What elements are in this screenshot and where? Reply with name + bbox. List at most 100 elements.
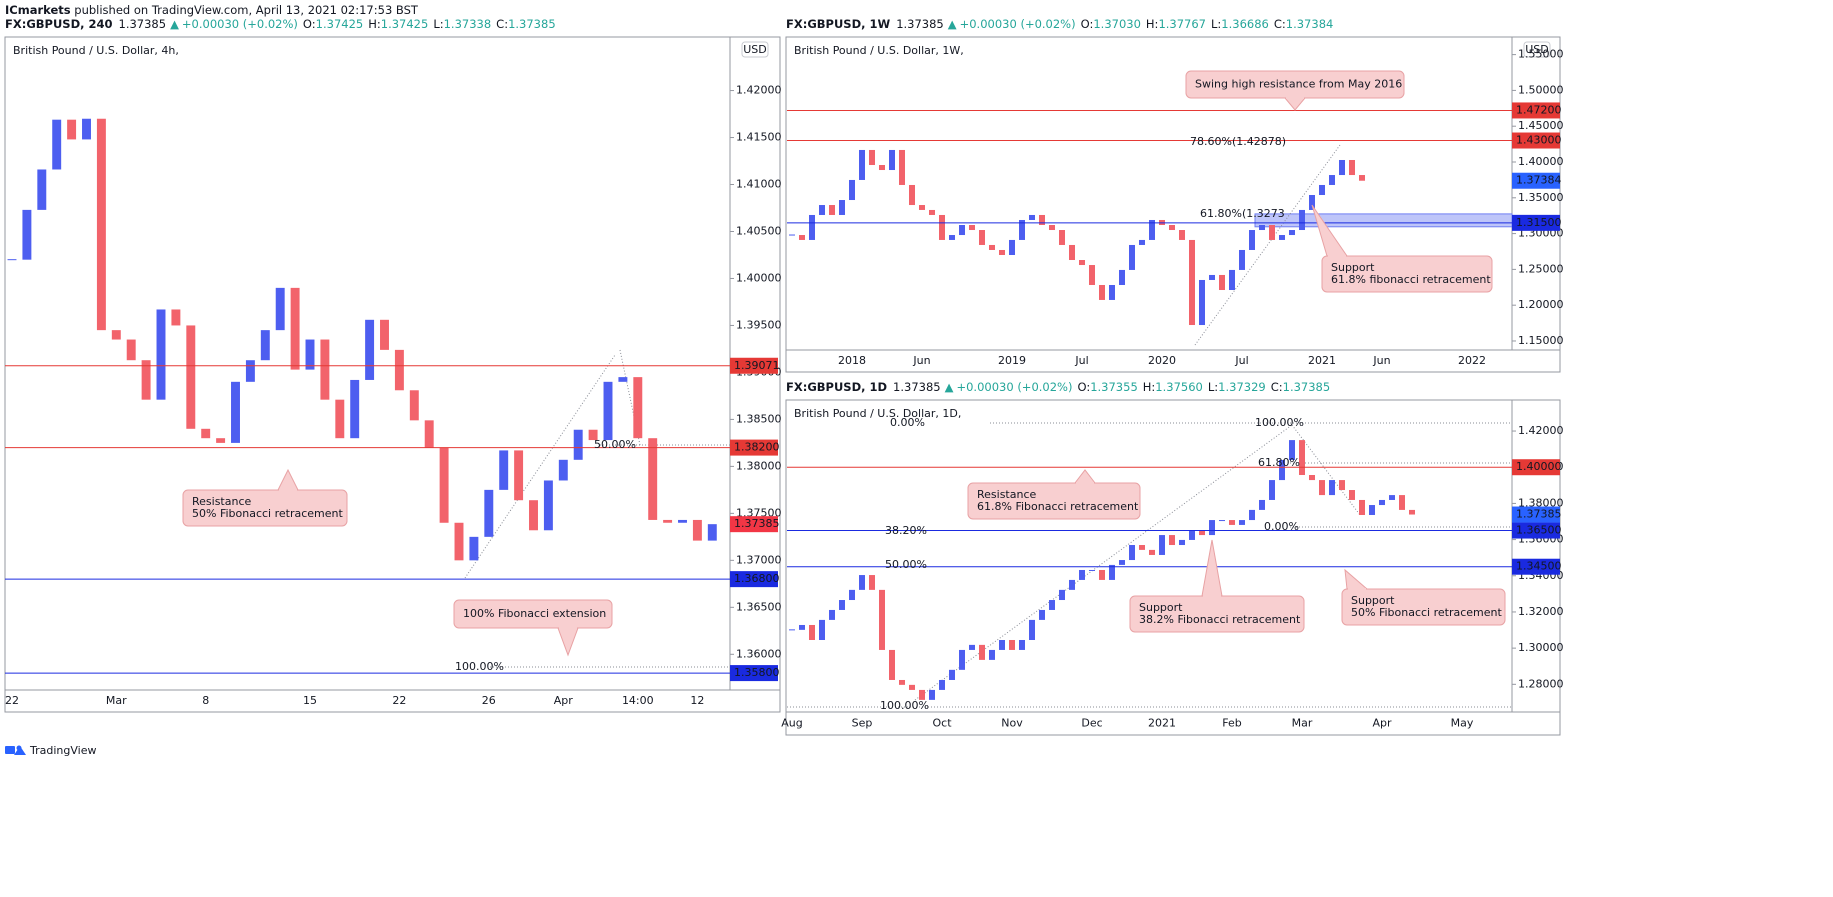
candle (879, 589, 885, 650)
last-price-label: 1.37384 (1516, 174, 1562, 187)
candle (1309, 195, 1315, 210)
fib-label: 50.00% (594, 438, 636, 451)
candle (1009, 639, 1015, 650)
candle (37, 169, 47, 210)
fib-label: 0.00% (890, 416, 925, 429)
candle (1129, 244, 1135, 270)
candle (1229, 269, 1235, 291)
x-tick-label: 22 (5, 694, 19, 707)
publisher: ICmarkets (5, 3, 71, 17)
level-tag-label: 1.38200 (734, 441, 780, 454)
callout-box (967, 482, 1141, 520)
candle (1089, 265, 1095, 285)
candle (989, 649, 995, 660)
price: 1.37385 (896, 17, 944, 31)
candle (879, 165, 885, 171)
candle (1249, 230, 1255, 250)
candle (201, 428, 211, 439)
candle (275, 287, 285, 331)
candle (929, 689, 935, 700)
candle (1139, 545, 1145, 550)
candle (1409, 509, 1415, 515)
candle (819, 619, 825, 640)
y-tick-label: 1.20000 (1518, 298, 1564, 311)
last-price-tag (1512, 506, 1560, 523)
candles (789, 440, 1415, 700)
candle (126, 339, 136, 361)
ohlc-key: H: (1143, 380, 1156, 394)
candle (499, 450, 509, 490)
candle (529, 500, 538, 531)
candle (1029, 619, 1035, 640)
candle (633, 377, 643, 439)
fib-label: 61.80% (1258, 456, 1300, 469)
candle (1379, 499, 1385, 506)
candle (839, 200, 845, 215)
y-tick-label: 1.36000 (736, 647, 782, 660)
candle (335, 399, 345, 439)
y-tick-label: 1.37000 (736, 553, 782, 566)
candle (1059, 230, 1065, 245)
x-tick-label: 2018 (838, 354, 866, 367)
candle (1179, 539, 1185, 546)
candle (859, 575, 865, 590)
callout-text: Resistance (192, 495, 252, 508)
candle (67, 119, 77, 140)
callout-box (182, 489, 348, 527)
candle (52, 119, 62, 170)
y-tick-label: 1.38500 (736, 412, 782, 425)
candle (919, 689, 925, 700)
candle (1229, 520, 1235, 525)
candle (1339, 159, 1345, 176)
candles (789, 149, 1365, 326)
candle (469, 536, 479, 561)
callout: Swing high resistance from May 2016 (1185, 70, 1405, 111)
candle (1119, 560, 1125, 565)
x-tick-label: 2019 (998, 354, 1026, 367)
ohlc-value: 1.37329 (1218, 380, 1266, 394)
candle (618, 377, 628, 382)
candle (1399, 495, 1405, 510)
ohlc-value: 1.37425 (316, 17, 364, 31)
candle (1239, 520, 1245, 525)
candle (558, 459, 568, 481)
candle (1299, 440, 1305, 476)
brand-logo (5, 745, 26, 755)
candle (959, 225, 965, 236)
candle (939, 214, 945, 240)
candle (424, 420, 434, 448)
candle (909, 184, 915, 206)
candle (1319, 184, 1325, 196)
candle (1049, 600, 1055, 610)
candle (1269, 225, 1275, 240)
x-tick-label: 14:00 (622, 694, 654, 707)
fib-guide (619, 349, 641, 446)
candle (678, 519, 687, 523)
chart-header: FX:GBPUSD, 240 1.37385 ▲ +0.00030 (+0.02%) O… (5, 17, 556, 31)
candle (588, 429, 598, 441)
currency-label: USD (743, 43, 767, 56)
candle (1169, 225, 1175, 231)
candle (1189, 239, 1195, 326)
callout-text: 61.8% fibonacci retracement (1331, 273, 1491, 286)
level-tag (730, 571, 778, 588)
callout-text: Support (1139, 601, 1183, 614)
candle (603, 381, 613, 441)
callout-text: Resistance (977, 488, 1037, 501)
candle (707, 524, 717, 541)
candle (1119, 269, 1125, 285)
last-price-label: 1.37385 (1516, 508, 1562, 521)
fib-label: 0.00% (1264, 520, 1299, 533)
y-tick-label: 1.39500 (736, 318, 782, 331)
candle (1209, 520, 1215, 536)
candle (1079, 569, 1085, 580)
symbol: FX:GBPUSD, 240 (5, 17, 113, 31)
chart-header: FX:GBPUSD, 1D 1.37385 ▲ +0.00030 (+0.02%) O:… (786, 380, 1330, 394)
candle (171, 309, 181, 326)
candle (1269, 480, 1275, 500)
candle (111, 330, 121, 340)
candle (979, 230, 985, 245)
